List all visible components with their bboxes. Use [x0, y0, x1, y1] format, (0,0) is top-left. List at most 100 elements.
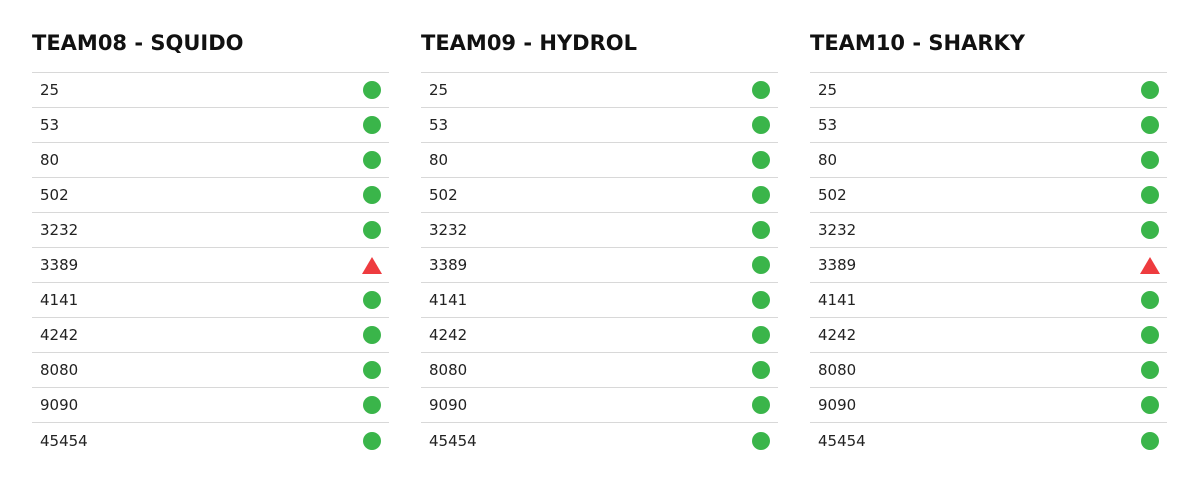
port-number: 9090: [429, 396, 468, 414]
green-circle-icon: [1141, 431, 1159, 450]
green-circle-icon: [752, 116, 770, 134]
port-list: 25 53 80 502 3232 3389 4141 4242 8080 9090 45454: [421, 73, 778, 458]
red-triangle-icon: [1140, 256, 1160, 274]
port-number: 45454: [429, 431, 477, 450]
port-row: 3232: [421, 213, 778, 248]
port-row: 80: [421, 143, 778, 178]
port-row: 53: [810, 108, 1167, 143]
port-number: 80: [429, 151, 449, 169]
green-circle-icon: [1141, 221, 1159, 239]
green-circle-icon: [363, 361, 381, 379]
port-row: 45454: [810, 423, 1167, 458]
port-row: 53: [32, 108, 389, 143]
port-number: 8080: [429, 361, 468, 379]
green-circle-icon: [752, 291, 770, 309]
port-number: 45454: [818, 431, 866, 450]
port-row: 4141: [421, 283, 778, 318]
green-circle-icon: [363, 326, 381, 344]
team-title: TEAM10 - SHARKY: [810, 28, 1167, 73]
green-circle-icon: [752, 326, 770, 344]
green-circle-icon: [752, 256, 770, 274]
port-number: 53: [429, 116, 449, 134]
port-row: 3389: [810, 248, 1167, 283]
port-row: 45454: [421, 423, 778, 458]
green-circle-icon: [1141, 151, 1159, 169]
port-row: 3389: [421, 248, 778, 283]
port-row: 4242: [810, 318, 1167, 353]
team-panel-team08: TEAM08 - SQUIDO 25 53 80 502 3232 3389 4141 424…: [32, 28, 389, 458]
green-circle-icon: [752, 221, 770, 239]
port-number: 3389: [40, 256, 79, 274]
green-circle-icon: [363, 221, 381, 239]
green-circle-icon: [1141, 186, 1159, 204]
port-row: 3389: [32, 248, 389, 283]
team-panel-team10: TEAM10 - SHARKY 25 53 80 502 3232 3389 4141 424…: [810, 28, 1167, 458]
green-circle-icon: [752, 396, 770, 414]
port-list: 25 53 80 502 3232 3389 4141 4242 8080 9090 45454: [810, 73, 1167, 458]
port-number: 53: [40, 116, 60, 134]
port-row: 4141: [32, 283, 389, 318]
port-number: 25: [429, 81, 449, 99]
port-number: 53: [818, 116, 838, 134]
port-row: 9090: [810, 388, 1167, 423]
port-row: 8080: [810, 353, 1167, 388]
port-row: 53: [421, 108, 778, 143]
green-circle-icon: [1141, 116, 1159, 134]
port-row: 9090: [32, 388, 389, 423]
green-circle-icon: [363, 81, 381, 99]
port-number: 3389: [818, 256, 857, 274]
green-circle-icon: [752, 186, 770, 204]
port-number: 4242: [40, 326, 79, 344]
green-circle-icon: [752, 81, 770, 99]
port-row: 25: [32, 73, 389, 108]
port-number: 502: [40, 186, 69, 204]
port-number: 8080: [40, 361, 79, 379]
port-number: 502: [429, 186, 458, 204]
port-number: 4141: [40, 291, 79, 309]
port-number: 8080: [818, 361, 857, 379]
green-circle-icon: [1141, 326, 1159, 344]
port-number: 45454: [40, 431, 88, 450]
port-number: 80: [818, 151, 838, 169]
green-circle-icon: [752, 151, 770, 169]
port-number: 3389: [429, 256, 468, 274]
port-row: 9090: [421, 388, 778, 423]
green-circle-icon: [363, 396, 381, 414]
port-list: 25 53 80 502 3232 3389 4141 4242 8080 9090 45454: [32, 73, 389, 458]
port-number: 502: [818, 186, 847, 204]
red-triangle-icon: [362, 256, 382, 274]
port-row: 4242: [421, 318, 778, 353]
port-number: 4242: [818, 326, 857, 344]
port-number: 25: [818, 81, 838, 99]
port-row: 502: [32, 178, 389, 213]
port-number: 3232: [818, 221, 857, 239]
port-row: 25: [421, 73, 778, 108]
port-row: 8080: [32, 353, 389, 388]
green-circle-icon: [1141, 396, 1159, 414]
port-row: 4242: [32, 318, 389, 353]
port-row: 25: [810, 73, 1167, 108]
team-title: TEAM08 - SQUIDO: [32, 28, 389, 73]
green-circle-icon: [363, 431, 381, 450]
port-row: 502: [810, 178, 1167, 213]
green-circle-icon: [752, 431, 770, 450]
port-row: 80: [810, 143, 1167, 178]
port-row: 8080: [421, 353, 778, 388]
port-number: 4242: [429, 326, 468, 344]
port-number: 25: [40, 81, 60, 99]
port-row: 502: [421, 178, 778, 213]
green-circle-icon: [752, 361, 770, 379]
green-circle-icon: [363, 186, 381, 204]
port-row: 3232: [32, 213, 389, 248]
team-title: TEAM09 - HYDROL: [421, 28, 778, 73]
port-number: 4141: [429, 291, 468, 309]
team-panel-team09: TEAM09 - HYDROL 25 53 80 502 3232 3389 4141 424…: [421, 28, 778, 458]
port-number: 3232: [429, 221, 468, 239]
port-row: 45454: [32, 423, 389, 458]
green-circle-icon: [363, 116, 381, 134]
green-circle-icon: [363, 291, 381, 309]
green-circle-icon: [1141, 291, 1159, 309]
port-number: 80: [40, 151, 60, 169]
port-number: 9090: [818, 396, 857, 414]
port-number: 4141: [818, 291, 857, 309]
